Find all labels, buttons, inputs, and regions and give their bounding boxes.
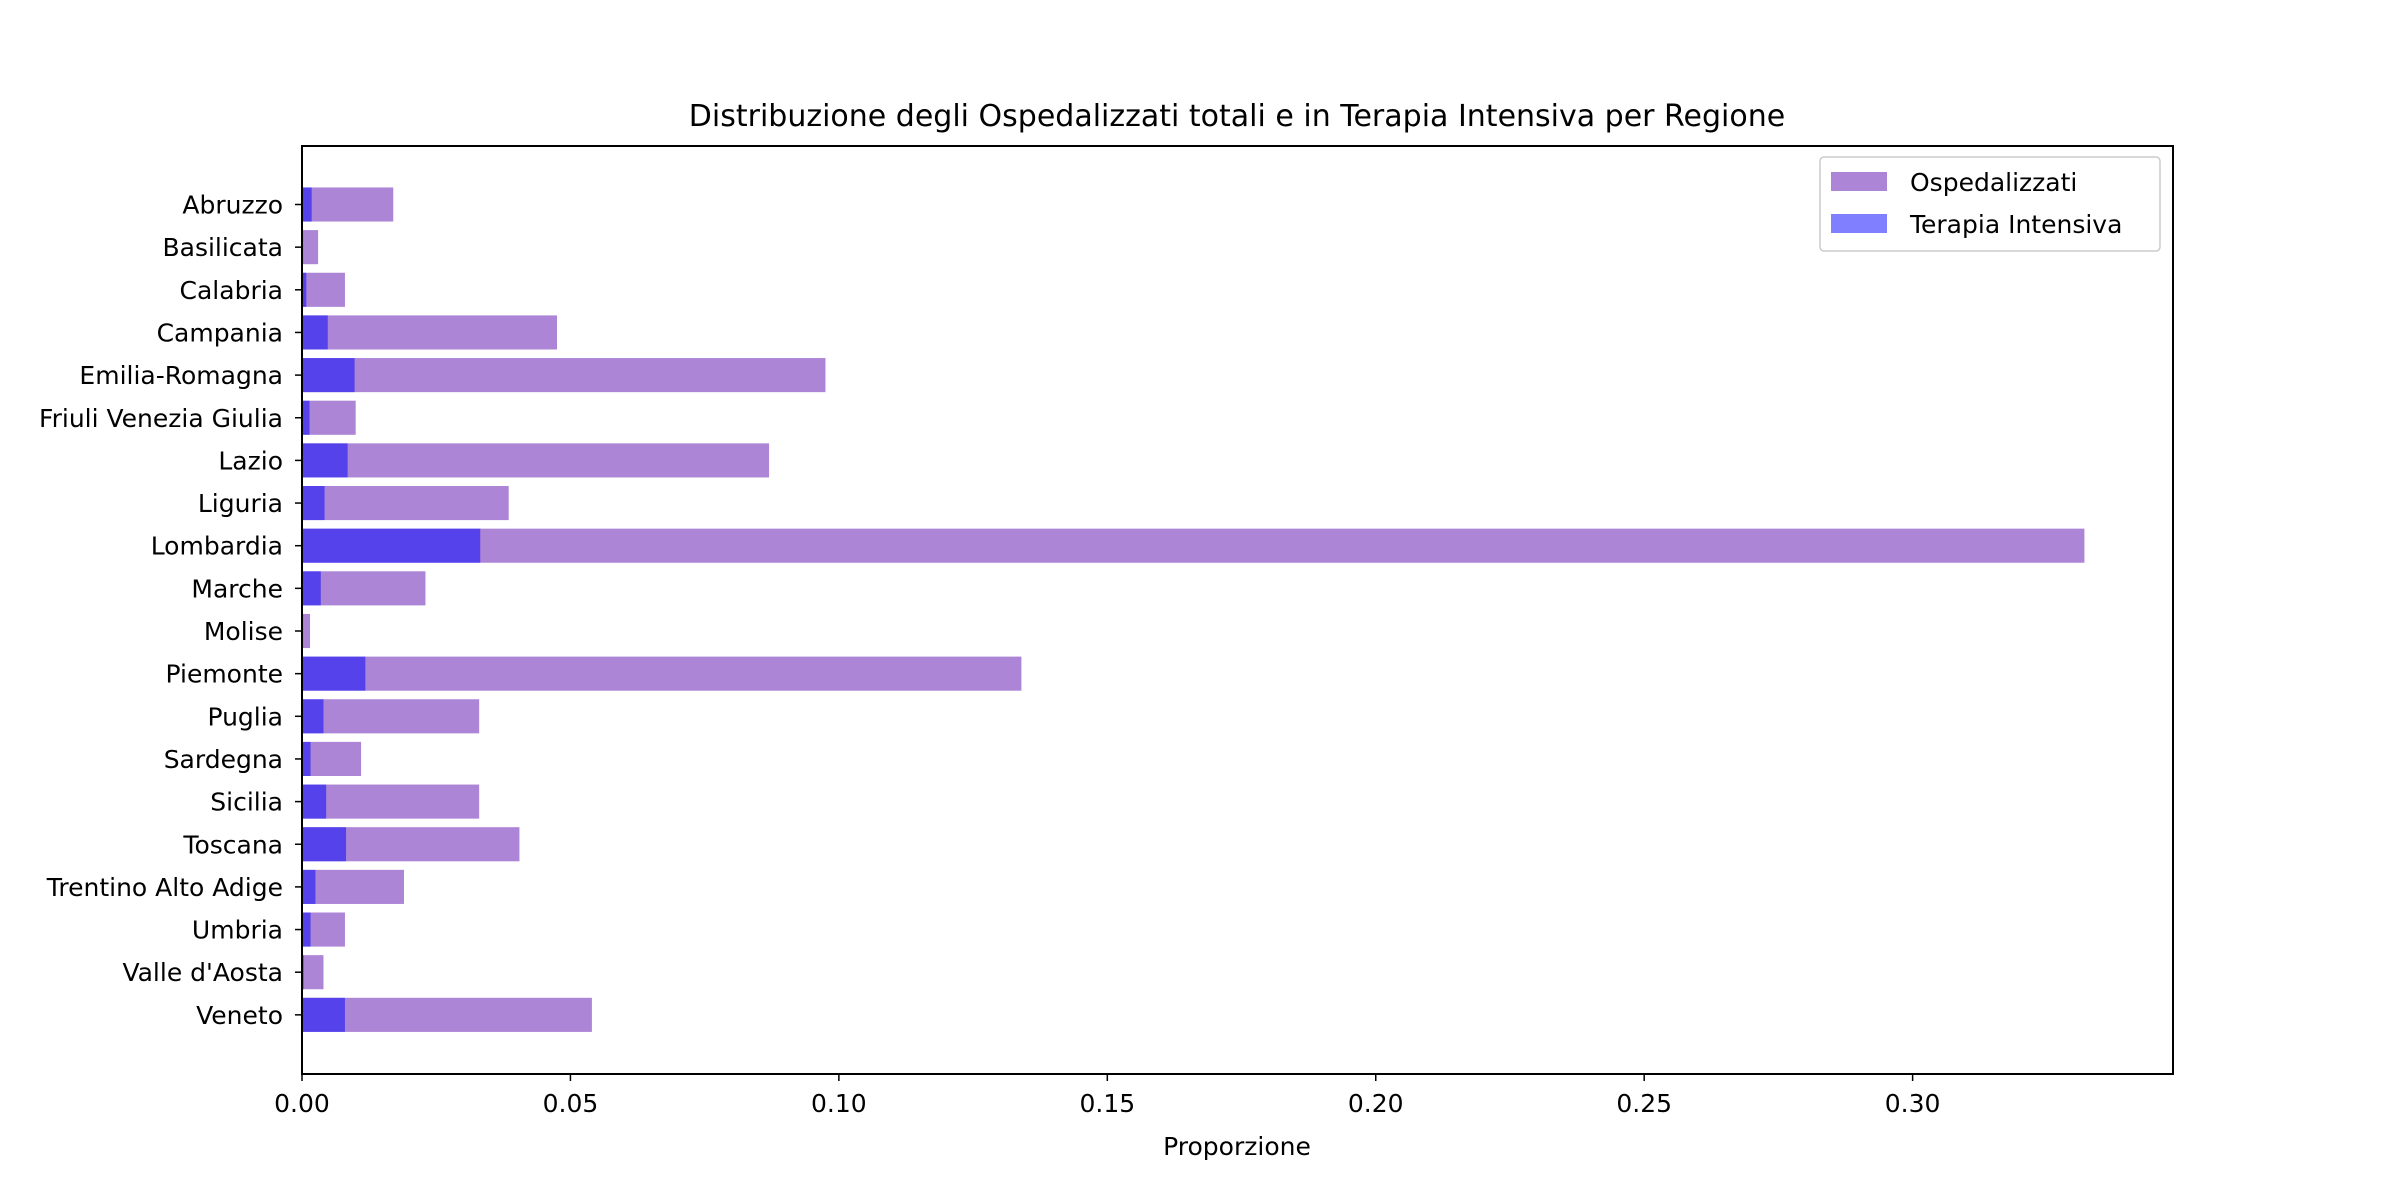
bar-series-1-12 bbox=[302, 656, 1022, 691]
y-tick-label: Basilicata bbox=[162, 233, 283, 262]
y-tick-label: Valle d'Aosta bbox=[122, 958, 283, 987]
x-axis-label: Proporzione bbox=[1163, 1132, 1311, 1161]
bar-series-1-8 bbox=[302, 486, 509, 521]
y-tick-label: Sicilia bbox=[210, 788, 283, 817]
bar-series-1-4 bbox=[302, 315, 558, 350]
y-tick-label: Friuli Venezia Giulia bbox=[39, 404, 283, 433]
bar-series-2-9 bbox=[302, 528, 481, 563]
series-1 bbox=[302, 187, 2085, 1032]
y-tick-label: Emilia-Romagna bbox=[79, 361, 283, 390]
plot-frame bbox=[301, 145, 2174, 1075]
bar-series-2-14 bbox=[302, 741, 311, 776]
y-tick-label: Piemonte bbox=[165, 660, 283, 689]
bar-series-2-20 bbox=[302, 997, 345, 1032]
bar-series-1-20 bbox=[302, 997, 592, 1032]
x-tick-label: 0.15 bbox=[1079, 1089, 1135, 1118]
bar-series-2-5 bbox=[302, 358, 355, 393]
y-tick-label: Puglia bbox=[207, 702, 283, 731]
legend: Ospedalizzati Terapia Intensiva bbox=[1819, 156, 2161, 252]
bar-series-1-5 bbox=[302, 358, 826, 393]
y-tick-label: Liguria bbox=[198, 489, 283, 518]
bar-series-2-16 bbox=[302, 827, 347, 862]
y-tick-label: Lombardia bbox=[151, 532, 283, 561]
bar-series-2-13 bbox=[302, 699, 324, 734]
bar-series-2-10 bbox=[302, 571, 321, 606]
y-tick-label: Sardegna bbox=[164, 745, 283, 774]
bar-series-2-4 bbox=[302, 315, 328, 350]
legend-swatch-1 bbox=[1831, 172, 1887, 191]
x-tick-label: 0.25 bbox=[1616, 1089, 1672, 1118]
bar-series-1-1 bbox=[302, 187, 394, 222]
y-tick-label: Umbria bbox=[192, 916, 283, 945]
x-tick-label: 0.10 bbox=[811, 1089, 867, 1118]
y-tick-label: Campania bbox=[157, 318, 283, 347]
bar-series-1-9 bbox=[302, 528, 2085, 563]
bar-series-1-3 bbox=[302, 272, 345, 307]
bar-series-2-7 bbox=[302, 443, 348, 478]
bar-series-1-15 bbox=[302, 784, 480, 819]
bar-series-1-17 bbox=[302, 869, 405, 904]
bar-series-2-3 bbox=[302, 272, 307, 307]
bar-series-2-18 bbox=[302, 912, 311, 947]
legend-label-2: Terapia Intensiva bbox=[1909, 210, 2122, 239]
bar-series-2-12 bbox=[302, 656, 366, 691]
bar-series-1-11 bbox=[302, 613, 311, 649]
y-tick-label: Abruzzo bbox=[182, 191, 283, 220]
legend-label-1: Ospedalizzati bbox=[1910, 168, 2077, 197]
legend-frame bbox=[1819, 156, 2161, 252]
chart-title: Distribuzione degli Ospedalizzati totali… bbox=[689, 99, 1785, 134]
x-tick-label: 0.20 bbox=[1348, 1089, 1404, 1118]
x-tick-label: 0.00 bbox=[274, 1089, 330, 1118]
y-tick-label: Toscana bbox=[182, 830, 283, 859]
bar-series-1-2 bbox=[302, 230, 319, 265]
y-axis: Abruzzo Basilicata Calabria Campania Emilia-… bbox=[39, 191, 302, 1030]
bar-series-2-17 bbox=[302, 869, 316, 904]
x-tick-label: 0.30 bbox=[1885, 1089, 1941, 1118]
y-tick-label: Trentino Alto Adige bbox=[46, 873, 283, 902]
bar-series-2-8 bbox=[302, 486, 325, 521]
bar-series-2-1 bbox=[302, 187, 312, 222]
y-tick-label: Lazio bbox=[218, 446, 283, 475]
bar-series-1-14 bbox=[302, 741, 362, 776]
x-axis: 0.00 0.05 0.10 0.15 0.20 0.25 0.30 bbox=[274, 1074, 1940, 1118]
bar-series-1-10 bbox=[302, 571, 426, 606]
bar-series-1-7 bbox=[302, 443, 770, 478]
y-tick-label: Marche bbox=[191, 574, 283, 603]
x-tick-label: 0.05 bbox=[543, 1089, 599, 1118]
y-tick-label: Calabria bbox=[180, 276, 283, 305]
series-2 bbox=[302, 187, 481, 1032]
bar-series-2-6 bbox=[302, 400, 310, 435]
bar-series-1-6 bbox=[302, 400, 356, 435]
bars-layer bbox=[302, 187, 2085, 1032]
y-tick-label: Veneto bbox=[196, 1001, 283, 1030]
bar-series-1-13 bbox=[302, 699, 480, 734]
bar-series-1-19 bbox=[302, 955, 324, 990]
bar-series-2-15 bbox=[302, 784, 327, 819]
legend-swatch-2 bbox=[1831, 214, 1887, 233]
y-tick-label: Molise bbox=[204, 617, 283, 646]
